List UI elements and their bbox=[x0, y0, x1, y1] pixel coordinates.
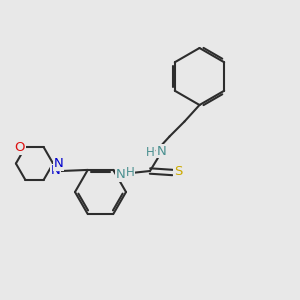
Text: H: H bbox=[126, 166, 135, 179]
Text: H: H bbox=[146, 146, 154, 160]
Text: S: S bbox=[174, 165, 182, 178]
Text: N: N bbox=[116, 168, 125, 182]
Text: N: N bbox=[51, 164, 60, 178]
Text: O: O bbox=[15, 141, 25, 154]
Text: N: N bbox=[157, 145, 167, 158]
Text: N: N bbox=[54, 157, 63, 170]
